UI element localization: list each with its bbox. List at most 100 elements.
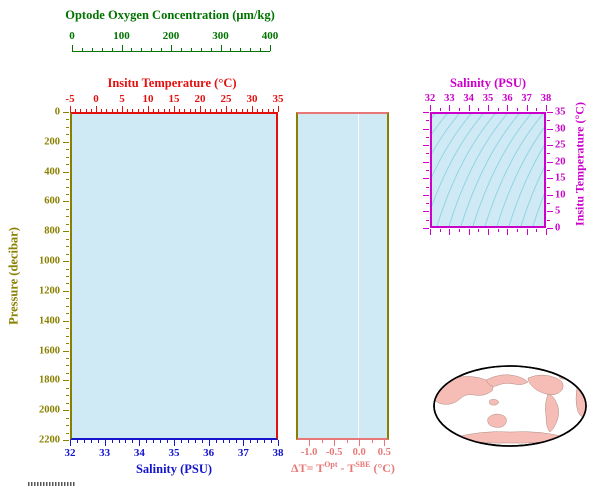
tick-label: 34 — [463, 93, 474, 104]
tick-mark — [547, 145, 553, 147]
tick-label: 1000 — [39, 255, 60, 267]
tick-mark — [278, 106, 279, 112]
tick-label: 25 — [220, 93, 232, 105]
tick-label: 200 — [44, 136, 60, 148]
tick-mark — [257, 440, 259, 443]
tick-mark — [160, 440, 162, 443]
ts-diagram-area — [430, 112, 546, 228]
tick-mark — [423, 145, 429, 147]
tick-mark — [423, 128, 429, 130]
delta-t-plot-area — [296, 112, 389, 440]
tick-mark — [122, 106, 123, 112]
tick-mark — [309, 440, 311, 446]
tick-mark — [142, 109, 144, 112]
tick-mark — [547, 186, 550, 188]
tick-mark — [97, 440, 99, 443]
tick-mark — [546, 229, 547, 235]
tick-mark — [449, 229, 451, 235]
oxygen-axis-title: Optode Oxygen Concentration (μm/kg) — [65, 8, 275, 22]
tick-mark — [426, 186, 429, 188]
tick-mark — [208, 440, 210, 446]
tick-mark — [72, 45, 73, 51]
salinity-axis-tick-labels: 32 33 34 35 36 37 38 — [65, 447, 284, 461]
tick-mark — [547, 136, 550, 138]
tick-mark — [184, 109, 186, 112]
isopycnal-line — [520, 167, 544, 226]
tick-label: 35 — [555, 106, 566, 118]
tick-mark — [158, 109, 160, 112]
tick-label: 10 — [555, 189, 566, 201]
tick-mark — [70, 440, 71, 446]
tick-mark — [66, 425, 69, 427]
delta-t-title-part-2: - T — [337, 461, 356, 475]
tick-mark — [81, 48, 83, 51]
tick-mark — [141, 48, 143, 51]
isopycnal-line — [432, 114, 460, 154]
tick-mark — [439, 108, 441, 111]
tick-mark — [334, 440, 336, 446]
tick-mark — [250, 440, 252, 443]
tick-mark — [426, 120, 429, 122]
tick-label: 0 — [93, 93, 99, 105]
island-indonesia — [489, 399, 500, 406]
tick-label: 25 — [555, 139, 566, 151]
tick-label: 38 — [272, 447, 284, 459]
tick-mark — [66, 149, 69, 151]
tick-mark — [459, 229, 460, 232]
tick-mark — [426, 203, 429, 205]
tick-mark — [210, 48, 212, 51]
tick-mark — [430, 105, 431, 111]
isopycnal-line — [432, 114, 484, 207]
tick-mark — [66, 298, 69, 300]
tick-mark — [231, 109, 233, 112]
tick-mark — [547, 194, 553, 196]
tick-mark — [66, 186, 69, 188]
isopycnal-line — [484, 114, 544, 226]
tick-mark — [270, 45, 271, 51]
tick-mark — [66, 432, 69, 434]
tick-mark — [66, 208, 69, 210]
tick-mark — [236, 440, 238, 443]
tick-mark — [240, 48, 242, 51]
tick-mark — [66, 246, 69, 248]
tick-mark — [63, 261, 69, 263]
delta-t-sup-sbe: SBE — [355, 460, 371, 469]
tick-label: 0.5 — [377, 447, 391, 458]
tick-label: 30 — [555, 123, 566, 135]
tick-mark — [139, 440, 141, 446]
tick-mark — [101, 48, 103, 51]
tick-label: 36 — [203, 447, 215, 459]
tick-mark — [163, 109, 165, 112]
temperature-axis-title: Insitu Temperature (°C) — [107, 76, 237, 90]
map-continents — [434, 371, 586, 444]
tick-mark — [66, 216, 69, 218]
tick-mark — [230, 48, 232, 51]
delta-t-sup-opt: Opt — [324, 460, 338, 469]
oxygen-axis-tick-labels: 0 100 200 300 400 — [69, 30, 278, 44]
tick-mark — [66, 343, 69, 345]
tick-mark — [243, 440, 245, 446]
tick-mark — [190, 48, 192, 51]
tick-mark — [180, 440, 182, 443]
temperature-axis-tick-labels: -5 0 5 10 15 20 25 30 35 — [65, 93, 283, 107]
tick-mark — [359, 440, 361, 446]
tick-mark — [66, 223, 69, 225]
tick-label: 35 — [482, 93, 494, 104]
tick-mark — [222, 440, 224, 443]
isopycnal-line — [460, 114, 520, 226]
tick-mark — [179, 109, 181, 112]
tick-mark — [547, 112, 553, 113]
tick-label: 800 — [44, 225, 60, 237]
tick-mark — [507, 229, 509, 235]
tick-mark — [257, 109, 259, 112]
pressure-axis-tick-labels: 0 200 400 600 800 1000 1200 1400 1600 1800 2000 220… — [28, 107, 61, 446]
tick-label: 5 — [555, 205, 561, 217]
tick-mark — [106, 109, 108, 112]
tick-mark — [171, 45, 172, 51]
tick-mark — [66, 283, 69, 285]
tick-mark — [116, 109, 118, 112]
tick-mark — [63, 410, 69, 412]
tick-mark — [66, 126, 69, 128]
isopycnal-line — [448, 114, 508, 226]
tick-label: 1800 — [39, 374, 60, 386]
